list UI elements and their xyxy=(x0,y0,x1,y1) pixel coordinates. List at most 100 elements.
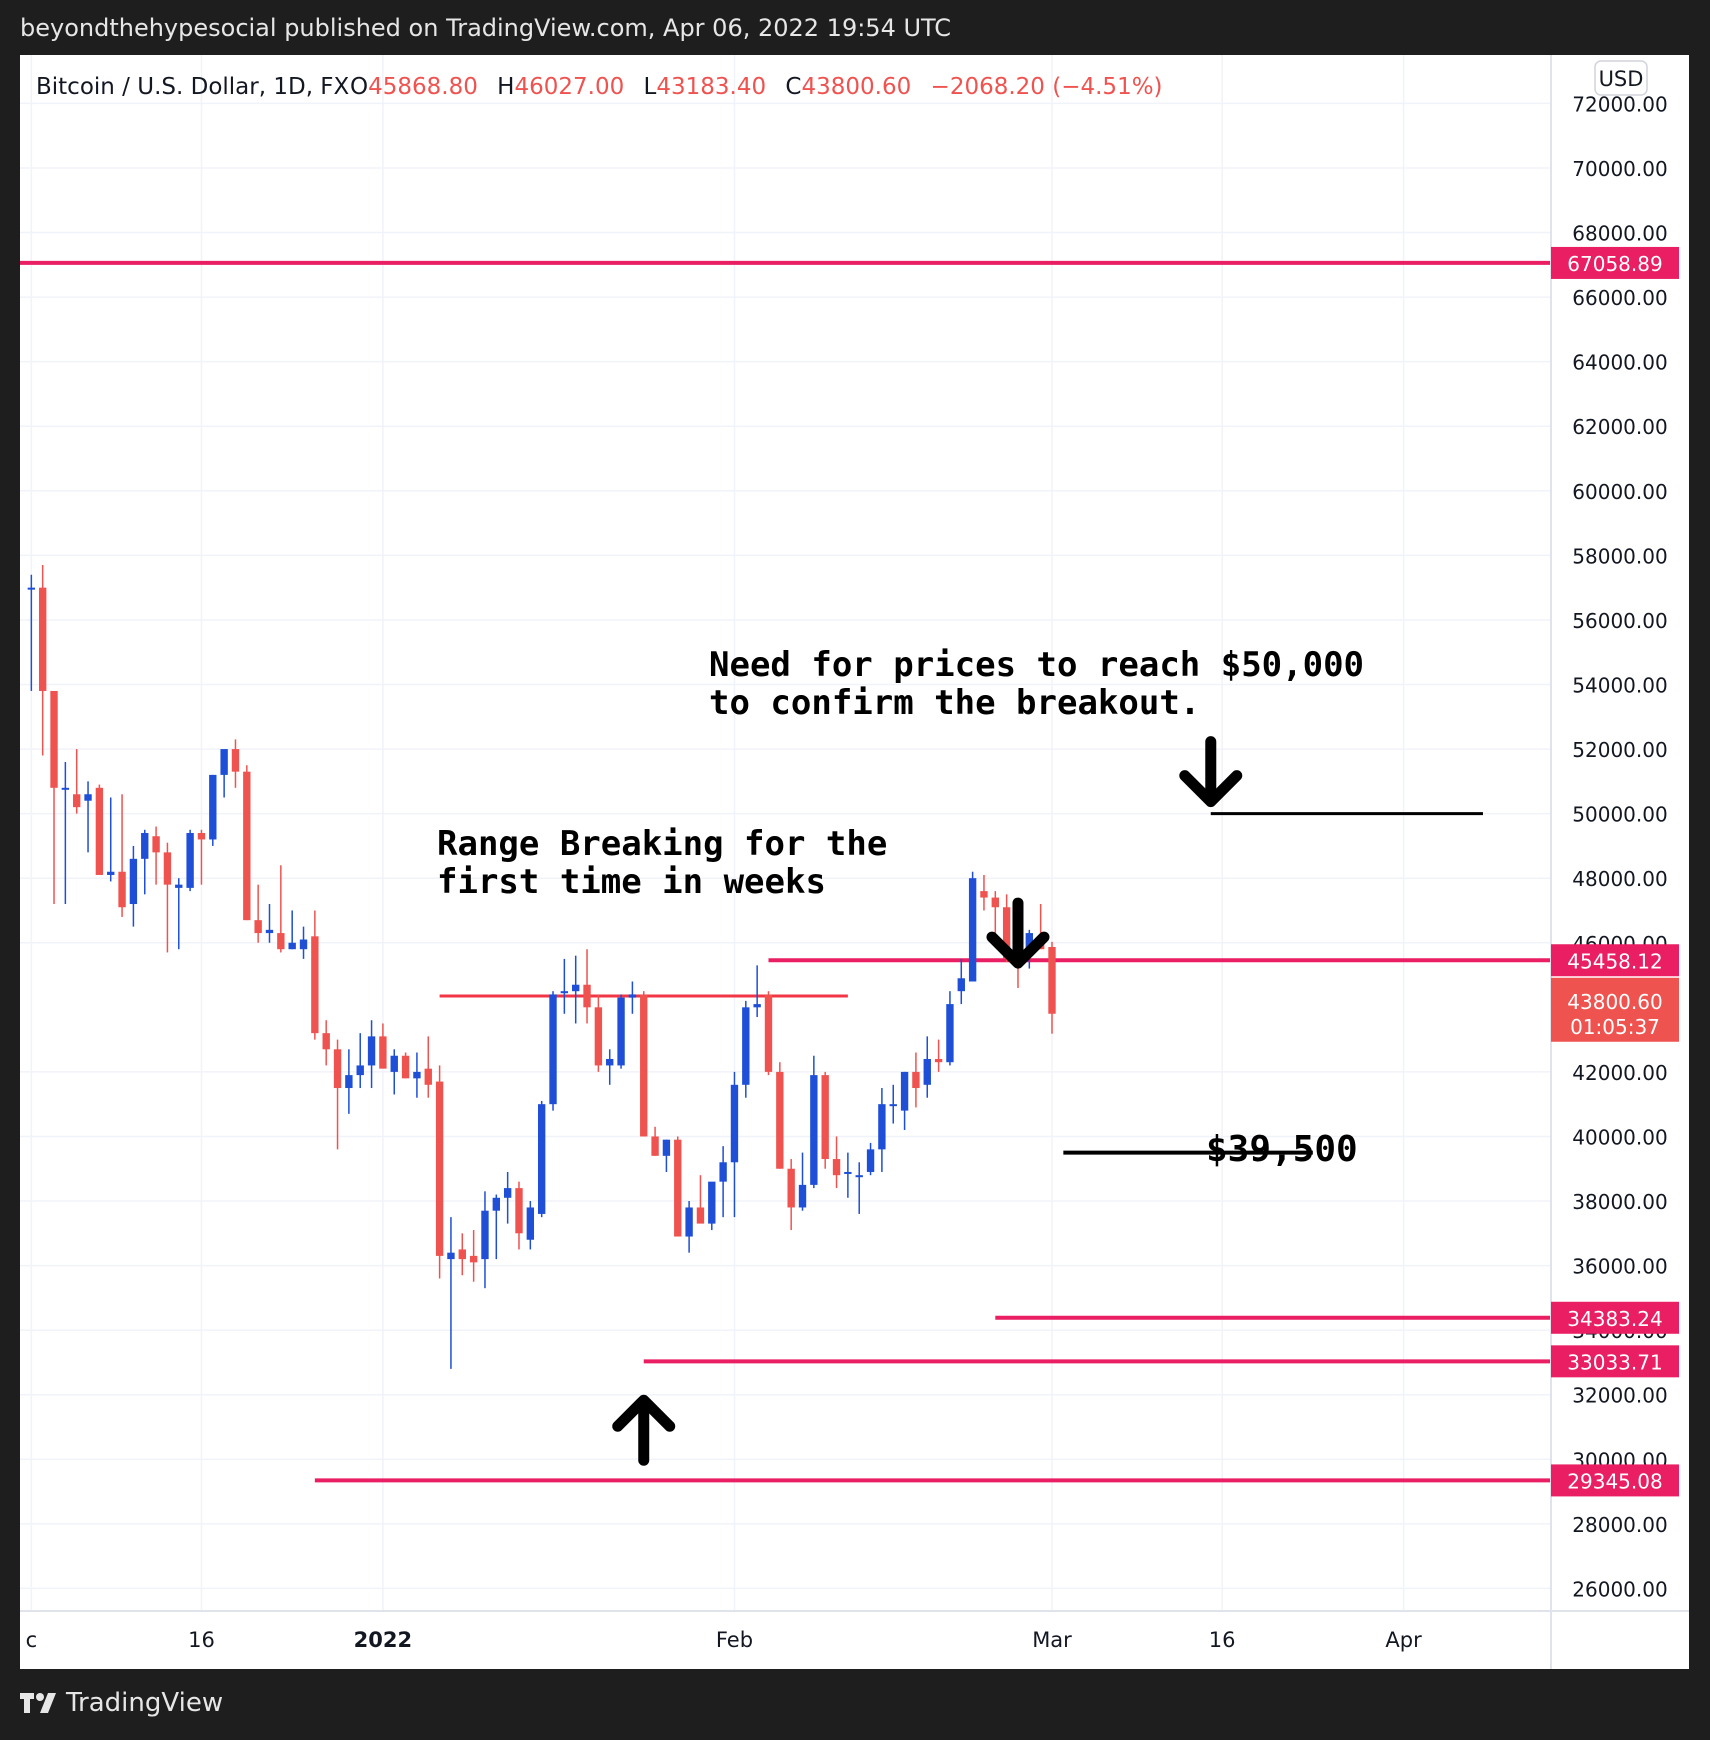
price-tick-label: 50000.00 xyxy=(1572,803,1667,827)
candle xyxy=(912,1052,920,1108)
time-tick-label: 2022 xyxy=(354,1628,412,1652)
countdown-label: 01:05:37 xyxy=(1570,1015,1660,1039)
candle xyxy=(220,749,228,798)
candle-body xyxy=(662,1139,671,1156)
candle-body xyxy=(424,1068,432,1085)
candle xyxy=(141,829,149,895)
candle-body xyxy=(798,1184,807,1208)
candle xyxy=(231,739,240,788)
currency-button[interactable] xyxy=(1594,60,1648,96)
candle-body xyxy=(186,833,194,888)
candle-body xyxy=(764,994,773,1072)
price-tick-label: 32000.00 xyxy=(1572,1384,1667,1408)
candle xyxy=(50,690,58,905)
price-tick-label: 40000.00 xyxy=(1572,1125,1667,1149)
candle xyxy=(333,1039,342,1150)
price-tick-label: 56000.00 xyxy=(1572,609,1667,633)
candle xyxy=(889,1084,897,1124)
candle xyxy=(821,1071,829,1169)
candle xyxy=(73,749,81,814)
candle xyxy=(787,1159,795,1231)
candle-body xyxy=(730,1084,739,1163)
time-tick-label: 16 xyxy=(188,1628,215,1652)
candle-body xyxy=(322,1033,330,1050)
candle-body xyxy=(537,1104,546,1214)
candle-body xyxy=(197,833,206,840)
candle-body xyxy=(209,774,217,840)
candle-body xyxy=(84,794,92,801)
candle-body xyxy=(968,878,977,982)
candle-body xyxy=(243,771,251,921)
candle xyxy=(175,878,183,950)
last-price-tag xyxy=(1551,977,1679,1042)
candle xyxy=(243,765,251,921)
open-label: O xyxy=(350,74,368,100)
candle xyxy=(129,845,138,927)
candle xyxy=(492,1194,500,1260)
candle-body xyxy=(708,1181,716,1224)
candle-body xyxy=(254,920,262,934)
low-label: L xyxy=(644,74,657,100)
candle-body xyxy=(628,994,637,998)
candle-body xyxy=(401,1055,410,1079)
candle-body xyxy=(277,933,285,950)
price-tick-label: 26000.00 xyxy=(1572,1577,1667,1601)
footer-brand[interactable]: TradingView xyxy=(20,1688,223,1718)
candle xyxy=(606,1049,614,1085)
annotation-text: first time in weeks xyxy=(437,862,826,902)
time-axis: c 16 2022 Feb Mar 16 Apr xyxy=(26,1628,1423,1652)
candle-body xyxy=(640,994,648,1137)
candle xyxy=(107,797,115,882)
price-level-tag xyxy=(1551,1345,1679,1378)
candle-body xyxy=(50,690,58,788)
price-levels xyxy=(20,260,1551,1483)
price-level-tag xyxy=(1551,1464,1679,1497)
chart-frame[interactable]: Range Breaking for the first time in week… xyxy=(20,55,1689,1669)
candle xyxy=(503,1171,512,1224)
candle-body xyxy=(866,1149,875,1172)
candle-body xyxy=(73,794,81,808)
price-tick-label: 60000.00 xyxy=(1572,480,1667,504)
price-level-tag-label: 45458.12 xyxy=(1567,949,1662,973)
arrow-head xyxy=(612,1394,676,1432)
candle xyxy=(163,842,172,953)
candle xyxy=(934,1039,943,1072)
candle-body xyxy=(481,1210,489,1260)
candle-body xyxy=(696,1207,705,1224)
candle xyxy=(855,1162,863,1214)
candle xyxy=(776,1062,784,1169)
price-tick-label: 58000.00 xyxy=(1572,544,1667,568)
candle-body xyxy=(844,1171,852,1174)
candle-body xyxy=(458,1249,466,1260)
candle-body xyxy=(107,871,115,875)
candle xyxy=(356,1033,364,1089)
candle xyxy=(322,1020,330,1066)
candle-body xyxy=(810,1075,818,1185)
candle-body xyxy=(299,939,308,950)
candle xyxy=(866,1142,875,1176)
candle xyxy=(435,1065,444,1279)
candle-body xyxy=(832,1159,841,1176)
candle xyxy=(923,1036,931,1098)
candle-body xyxy=(946,1004,954,1063)
candle-body xyxy=(390,1055,398,1072)
candle-body xyxy=(821,1075,829,1160)
candle-body xyxy=(367,1036,376,1066)
price-level-tag-label: 67058.89 xyxy=(1567,252,1662,276)
candle-body xyxy=(934,1058,943,1063)
candle xyxy=(254,884,262,943)
candle xyxy=(424,1036,432,1098)
price-axis: 72000.00 70000.00 68000.00 66000.00 64000.00… xyxy=(1551,92,1679,1601)
last-price-label: 43800.60 xyxy=(1567,990,1662,1014)
candle-body xyxy=(288,942,296,950)
candle xyxy=(152,826,160,885)
candle xyxy=(277,865,285,953)
candle xyxy=(968,871,977,982)
annotation-text: $39,500 xyxy=(1206,1129,1358,1170)
change-value: −2068.20 (−4.51%) xyxy=(931,74,1163,100)
candle xyxy=(594,994,603,1072)
candle xyxy=(526,1201,535,1250)
arrow-head xyxy=(1179,770,1243,808)
arrow-head xyxy=(986,931,1050,969)
